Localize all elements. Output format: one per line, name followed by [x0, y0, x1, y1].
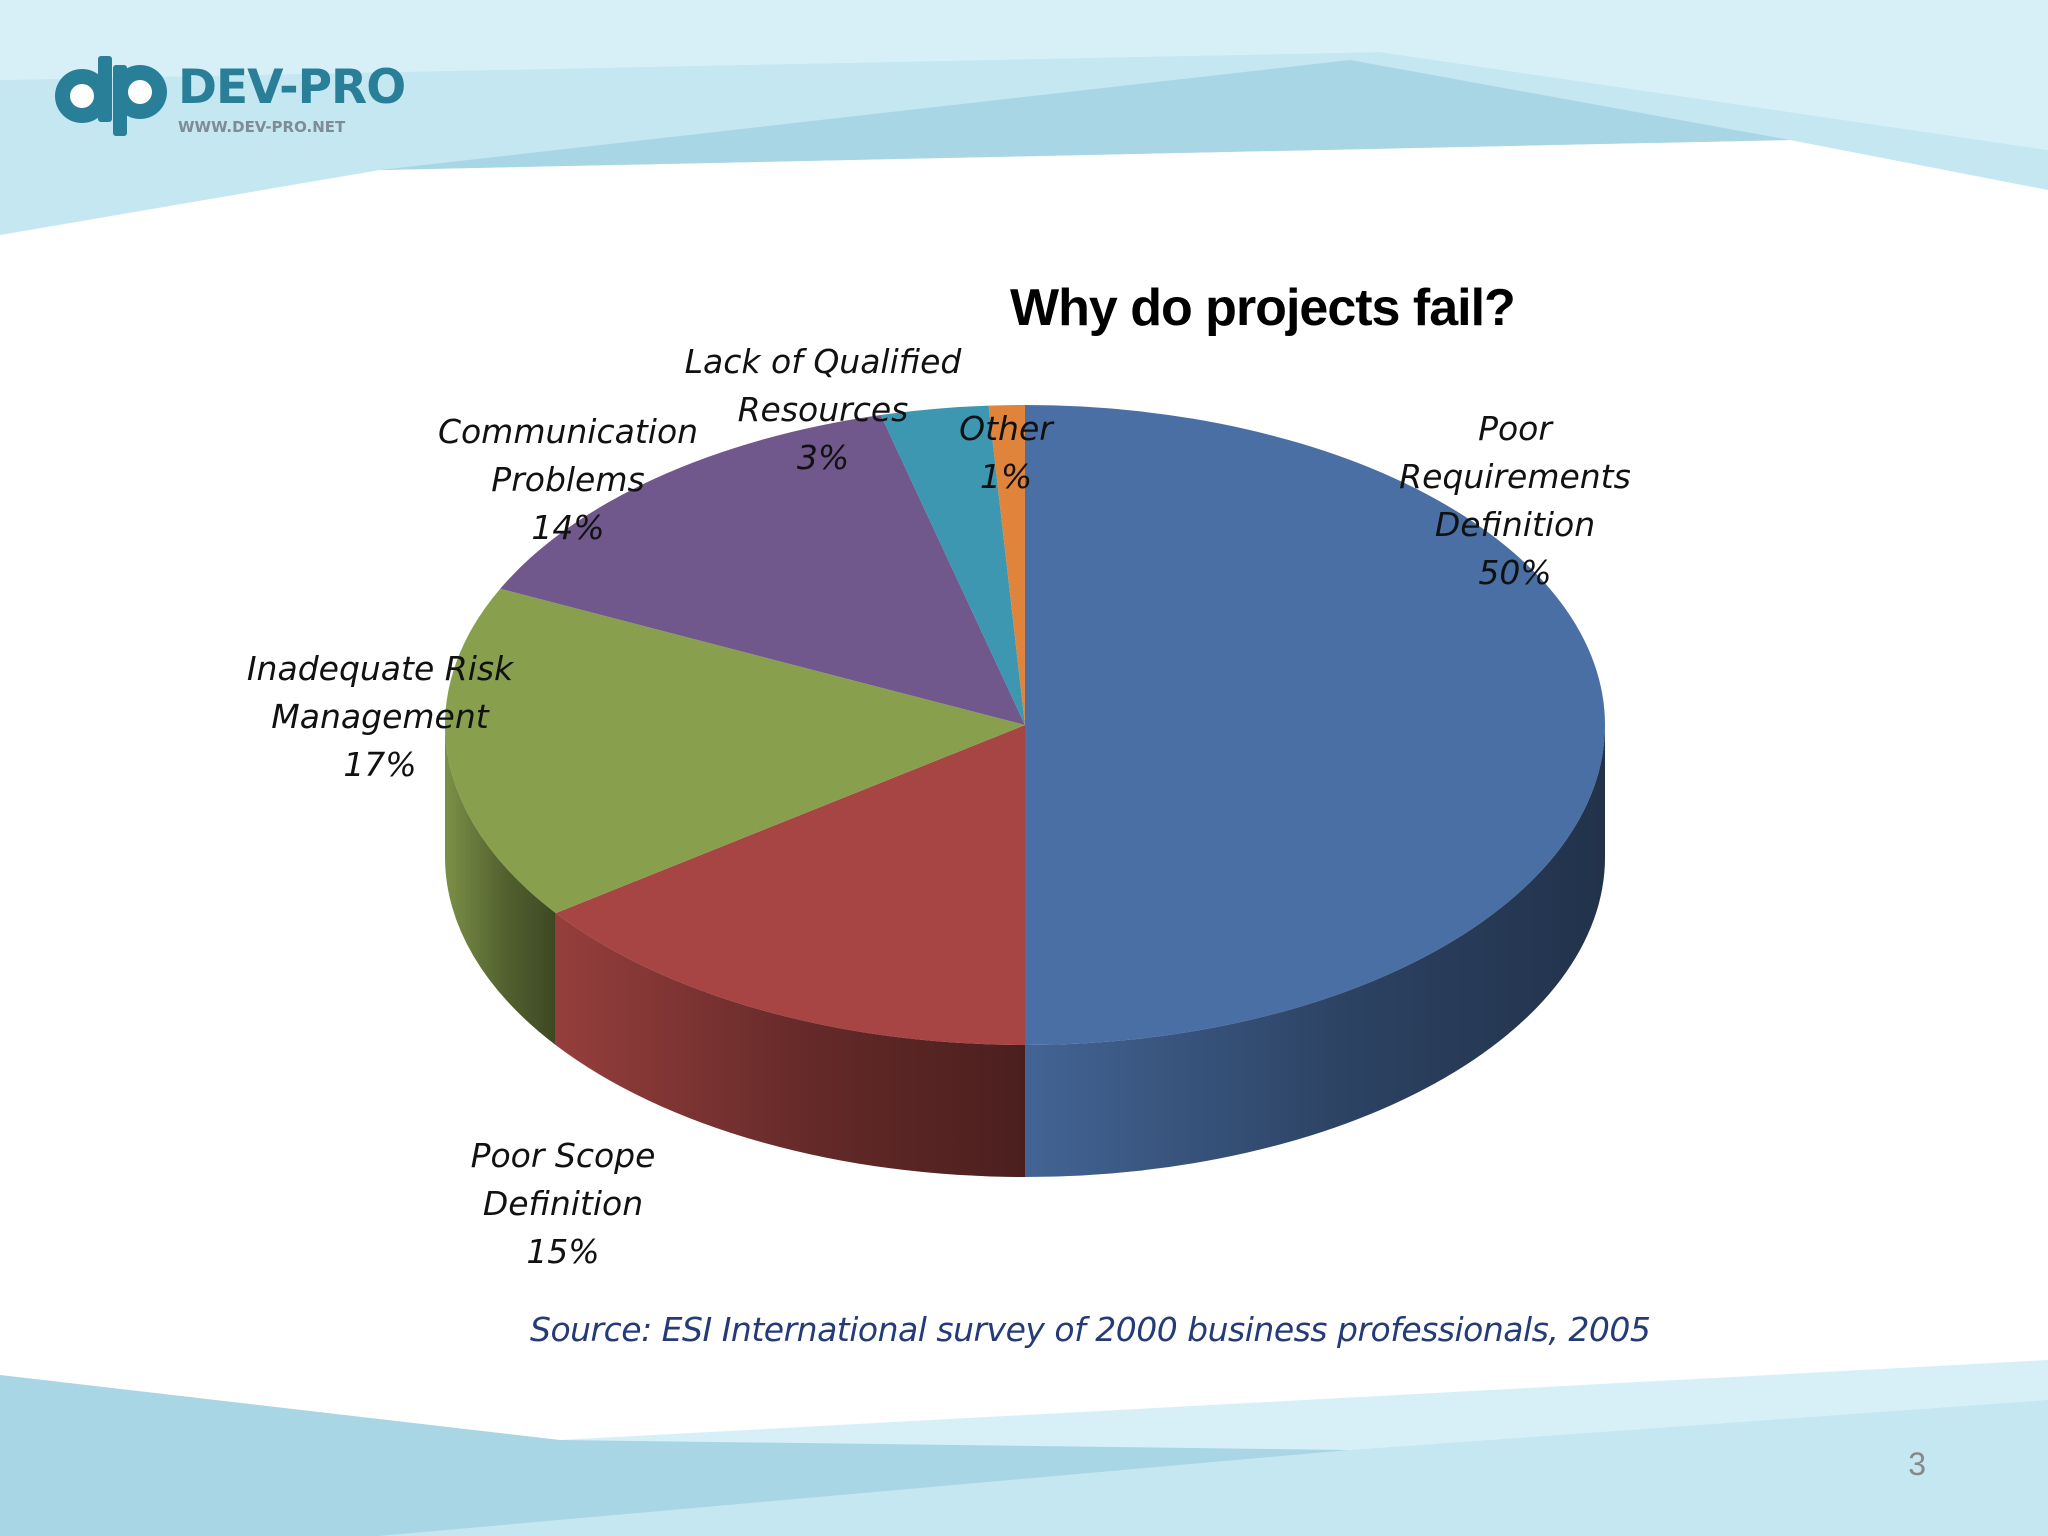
bottom-band-dark	[0, 1375, 1350, 1536]
slice-label-poor-requirements-definition: Poor Requirements Definition 50%	[1399, 405, 1631, 597]
slice-value: 15%	[526, 1232, 600, 1271]
slice-label-inadequate-risk-management: Inadequate Risk Management 17%	[247, 645, 513, 789]
slice-value: 14%	[531, 508, 605, 547]
pie-slice-side-shade-inadequate-risk-management	[445, 725, 556, 1046]
slice-label-other: Other 1%	[959, 405, 1053, 501]
pie-slice-poor-scope-definition	[555, 725, 1025, 1045]
slice-label-line: Management	[271, 697, 489, 736]
slice-label-line: Definition	[1434, 505, 1596, 544]
chart-title: Why do projects fail?	[1010, 279, 1516, 337]
pie-slice-lack-of-qualified-resources	[880, 405, 1025, 725]
pie-slice-poor-requirements-definition	[1025, 405, 1605, 1045]
slice-label-lack-of-qualified-resources: Lack of Qualified Resources 3%	[685, 338, 962, 482]
dp-logo-mark-icon	[55, 56, 167, 136]
slice-label-line: Requirements	[1399, 457, 1631, 496]
page-number: 3	[1908, 1446, 1926, 1482]
slice-label-line: Inadequate Risk	[246, 649, 514, 688]
slice-label-line: Poor Scope	[470, 1136, 656, 1175]
top-band-light	[0, 0, 2048, 150]
slice-value: 17%	[343, 745, 417, 784]
bottom-band-mid	[380, 1400, 2048, 1536]
slice-label-line: Poor	[1478, 409, 1552, 448]
brand-url: WWW.DEV-PRO.NET	[178, 118, 346, 136]
slice-label-communication-problems: Communication Problems 14%	[438, 408, 698, 552]
source-note: Source: ESI International survey of 2000…	[530, 1310, 1651, 1349]
pie-slice-other	[988, 405, 1025, 725]
dev-pro-logo: DEV-PRO WWW.DEV-PRO.NET	[50, 52, 410, 142]
slice-label-line: Other	[959, 409, 1053, 448]
slice-label-line: Communication	[437, 412, 699, 451]
slice-label-line: Problems	[491, 460, 645, 499]
slice-label-poor-scope-definition: Poor Scope Definition 15%	[471, 1132, 656, 1276]
pie-tops	[445, 405, 1605, 1045]
slice-value: 3%	[796, 438, 850, 477]
slice-label-line: Definition	[482, 1184, 644, 1223]
pie-slice-inadequate-risk-management	[445, 588, 1025, 914]
slice-label-line: Lack of Qualified	[684, 342, 962, 381]
pie-slice-side-shade-poor-scope-definition	[555, 913, 1025, 1177]
top-band-dark	[380, 60, 1790, 170]
brand-name: DEV-PRO	[178, 60, 406, 115]
slice-label-line: Resources	[737, 390, 909, 429]
slice-value: 50%	[1478, 553, 1552, 592]
pie-sides	[445, 725, 1605, 1177]
slice-value: 1%	[979, 457, 1033, 496]
pie-slice-side-shade-poor-requirements-definition	[1025, 725, 1605, 1177]
pie-slice-communication-problems	[500, 415, 1025, 725]
